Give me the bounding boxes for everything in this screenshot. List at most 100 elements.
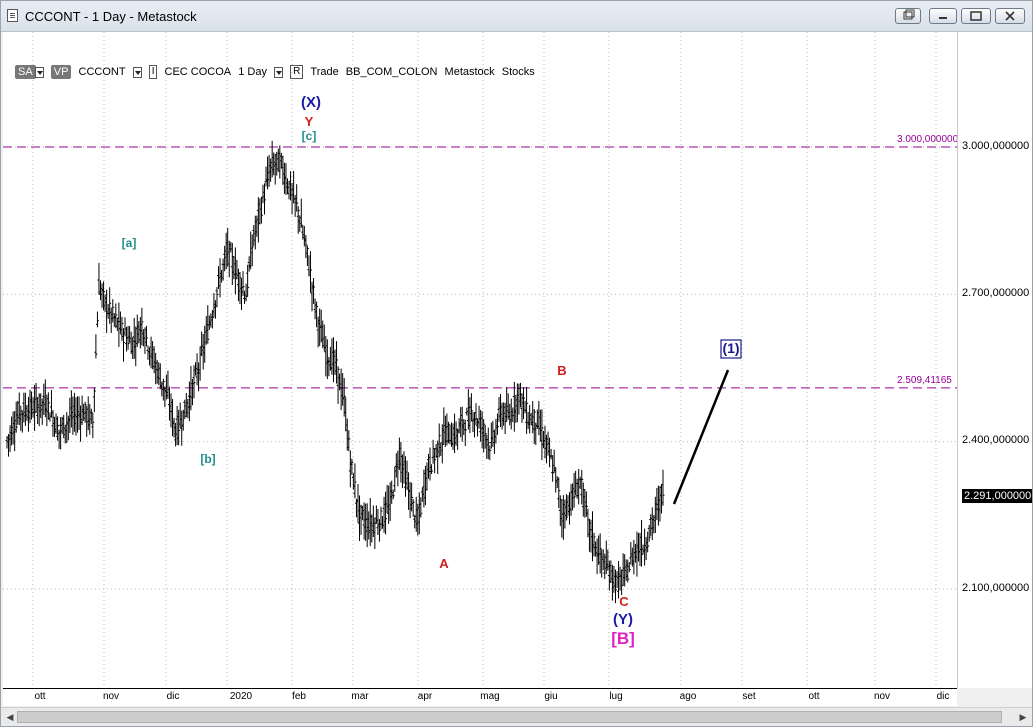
time-tick: mar bbox=[351, 691, 369, 702]
chart-area[interactable]: SA VP CCCONT I CEC COCOA 1 Day R Trade B… bbox=[3, 32, 1022, 688]
ohlc-bar bbox=[661, 469, 665, 506]
ohlc-bar bbox=[144, 325, 148, 347]
ohlc-bar bbox=[646, 531, 650, 553]
wave-label-b-bracket: [B] bbox=[611, 629, 635, 648]
window-title: CCCONT - 1 Day - Metastock bbox=[25, 9, 197, 24]
maximize-icon bbox=[970, 11, 982, 21]
wave-label-c-minor: [c] bbox=[301, 129, 317, 143]
ohlc-bar bbox=[312, 277, 316, 304]
ohlc-bar bbox=[592, 532, 596, 557]
ohlc-bar bbox=[627, 561, 631, 573]
scroll-left-arrow-icon[interactable]: ◀ bbox=[6, 712, 14, 722]
ohlc-bar bbox=[410, 482, 414, 512]
time-tick: feb bbox=[292, 691, 306, 702]
time-tick: giu bbox=[544, 691, 558, 702]
scroll-right-arrow-icon[interactable]: ▶ bbox=[1019, 712, 1027, 722]
title-bar[interactable]: CCCONT - 1 Day - Metastock bbox=[1, 1, 1032, 32]
time-tick: 2020 bbox=[229, 691, 253, 702]
price-chart[interactable] bbox=[3, 32, 957, 688]
ohlc-bar bbox=[262, 183, 266, 215]
ohlc-bar bbox=[206, 305, 210, 344]
wave-label-a-minor: [a] bbox=[121, 236, 137, 250]
ohlc-bar bbox=[259, 196, 263, 224]
ohlc-bar bbox=[495, 413, 499, 435]
ohlc-bar bbox=[430, 464, 434, 475]
ohlc-bar bbox=[177, 409, 181, 446]
ohlc-bar bbox=[335, 341, 339, 384]
price-tick-3000: 3.000,000000 bbox=[962, 140, 1030, 152]
price-tick-2400: 2.400,000000 bbox=[962, 434, 1030, 446]
price-tick-2100: 2.100,000000 bbox=[962, 582, 1030, 594]
ohlc-bar bbox=[92, 387, 96, 413]
type-label: Stocks bbox=[501, 66, 535, 78]
chart-toolbar: SA VP CCCONT I CEC COCOA 1 Day R Trade B… bbox=[15, 65, 539, 81]
period-dropdown[interactable] bbox=[274, 66, 284, 78]
wave-label-b-minor: [b] bbox=[200, 452, 216, 466]
time-axis[interactable]: ott nov dic 2020 feb mar apr mag giu lug… bbox=[3, 688, 957, 706]
ohlc-bar bbox=[241, 271, 245, 296]
ohlc-bar bbox=[238, 271, 242, 305]
ohlc-bar bbox=[419, 497, 423, 518]
ohlc-bar bbox=[353, 463, 357, 499]
sa-dropdown[interactable] bbox=[34, 66, 44, 78]
wave-label-b: B bbox=[557, 363, 567, 378]
ohlc-bar bbox=[647, 524, 651, 542]
ohlc-bar bbox=[111, 299, 115, 323]
period-label[interactable]: 1 Day bbox=[238, 66, 267, 78]
ohlc-bar bbox=[14, 401, 18, 433]
last-price-marker: 2.291,000000 bbox=[962, 489, 1032, 503]
ohlc-bar bbox=[580, 469, 584, 505]
vp-badge[interactable]: VP bbox=[50, 65, 72, 79]
ohlc-bar bbox=[540, 409, 544, 461]
price-axis[interactable]: 3.000,000000 2.700,000000 2.400,000000 2… bbox=[957, 32, 1032, 688]
symbol-dropdown[interactable] bbox=[132, 66, 142, 78]
ohlc-bar bbox=[572, 472, 576, 508]
vendor-label: Metastock bbox=[444, 66, 495, 78]
ohlc-bar bbox=[215, 287, 219, 308]
ohlc-bar bbox=[411, 499, 415, 517]
wave-label-y: Y bbox=[304, 114, 314, 129]
ohlc-bar bbox=[91, 412, 95, 439]
restore-menu-button[interactable] bbox=[895, 8, 921, 24]
ohlc-bar bbox=[486, 427, 490, 460]
trade-label[interactable]: Trade bbox=[310, 66, 339, 78]
ohlc-bar bbox=[463, 419, 467, 446]
indicator-button[interactable]: I bbox=[148, 65, 158, 79]
time-tick: lug bbox=[609, 691, 623, 702]
maximize-button[interactable] bbox=[961, 8, 991, 24]
symbol-label[interactable]: CCCONT bbox=[78, 66, 126, 78]
ohlc-bar bbox=[482, 418, 486, 453]
ohlc-bar bbox=[46, 392, 50, 420]
ohlc-bar bbox=[89, 408, 93, 425]
ohlc-bar bbox=[250, 234, 254, 267]
ohlc-bar bbox=[431, 439, 435, 464]
ohlc-bar bbox=[114, 303, 118, 329]
ohlc-bar bbox=[295, 184, 299, 212]
minimize-button[interactable] bbox=[929, 8, 957, 24]
minimize-icon bbox=[939, 17, 947, 19]
time-tick: ott bbox=[34, 691, 46, 702]
r-button[interactable]: R bbox=[290, 65, 304, 79]
horizontal-scrollbar[interactable]: ◀ ▶ bbox=[1, 707, 1032, 726]
ohlc-bar bbox=[640, 519, 644, 567]
ohlc-bar bbox=[304, 235, 308, 259]
time-tick: mag bbox=[480, 691, 500, 702]
ohlc-bar bbox=[246, 264, 250, 297]
ohlc-bar bbox=[350, 458, 354, 475]
close-button[interactable] bbox=[995, 8, 1025, 24]
projection-line bbox=[672, 369, 730, 505]
ohlc-bar bbox=[308, 251, 312, 293]
ohlc-bar bbox=[433, 448, 437, 474]
scroll-thumb[interactable] bbox=[17, 711, 1002, 723]
ohlc-bar bbox=[391, 489, 395, 500]
wave-label-x: (X) bbox=[301, 94, 321, 111]
ohlc-bar bbox=[210, 310, 214, 329]
restore-menu-icon bbox=[903, 9, 915, 20]
ohlc-bar bbox=[305, 245, 309, 266]
sa-badge[interactable]: SA bbox=[15, 65, 36, 79]
time-tick: set bbox=[742, 691, 756, 702]
wave-label-c: C bbox=[619, 594, 629, 609]
ohlc-bar bbox=[83, 401, 87, 423]
ohlc-bar bbox=[56, 416, 60, 441]
ohlc-bar bbox=[626, 559, 630, 583]
